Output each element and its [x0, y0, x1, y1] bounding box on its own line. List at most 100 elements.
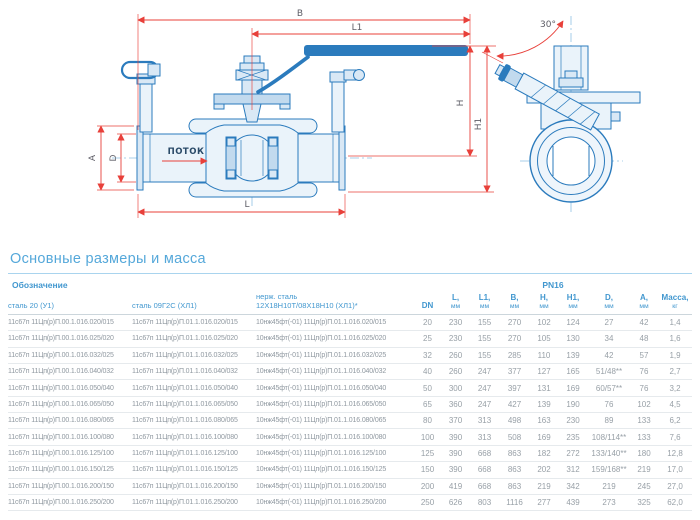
- column-header-a: A, мм: [639, 292, 649, 310]
- d-mm-cell: 108/114**: [591, 432, 627, 442]
- table-row: 11с67п 11Цп(р)П.00.1.016.025/020 11с67п 1…: [8, 331, 692, 348]
- dim-label-l1: L1: [352, 23, 363, 33]
- designation-steel09g2s-cell: 11с67п 11Цп(р)П.01.1.016.050/040: [132, 384, 238, 392]
- d-mm-cell: 219: [602, 481, 616, 491]
- designation-steel20-cell: 11с67п 11Цп(р)П.00.1.016.040/032: [8, 368, 114, 376]
- valve-end-view: [494, 16, 641, 212]
- seat-left: [225, 136, 237, 180]
- table-row: 11с67п 11Цп(р)П.00.1.016.200/150 11с67п 1…: [8, 479, 692, 496]
- l-mm-cell: 230: [448, 334, 463, 344]
- dn-cell: 50: [423, 383, 432, 393]
- b-mm-cell: 427: [507, 399, 522, 409]
- table-row: 11с67п 11Цп(р)П.00.1.016.125/100 11с67п 1…: [8, 446, 692, 463]
- handle-grip-side: [304, 45, 468, 56]
- designation-stainless-cell: 10нж45фт(-01) 11Цп(р)П.01.1.016.100/080: [256, 433, 387, 441]
- designation-steel09g2s-cell: 11с67п 11Цп(р)П.01.1.016.040/032: [132, 368, 238, 376]
- b-mm-cell: 863: [507, 481, 522, 491]
- designation-stainless-cell: 10нж45фт(-01) 11Цп(р)П.01.1.016.025/020: [256, 335, 387, 343]
- b-mm-cell: 377: [507, 367, 522, 377]
- table-row: 11с67п 11Цп(р)П.00.1.016.020/015 11с67п 1…: [8, 315, 692, 332]
- h1-mm-cell: 124: [566, 317, 580, 327]
- dn-cell: 125: [420, 449, 435, 459]
- flow-label: ПОТОК: [168, 147, 205, 157]
- table-row: 11с67п 11Цп(р)П.00.1.016.100/080 11с67п 1…: [8, 429, 692, 446]
- l1-mm-cell: 155: [477, 350, 492, 360]
- h-mm-cell: 219: [537, 481, 551, 491]
- l1-mm-cell: 247: [477, 383, 492, 393]
- h1-mm-cell: 342: [566, 481, 580, 491]
- designation-steel20-cell: 11с67п 11Цп(р)П.00.1.016.032/025: [8, 351, 114, 359]
- weld-end-right: [338, 125, 346, 191]
- designation-steel20-cell: 11с67п 11Цп(р)П.00.1.016.050/040: [8, 384, 114, 392]
- dn-cell: 250: [420, 498, 435, 508]
- h1-mm-cell: 235: [566, 432, 580, 442]
- designation-steel20-cell: 11с67п 11Цп(р)П.00.1.016.100/080: [8, 433, 114, 441]
- table-body: 11с67п 11Цп(р)П.00.1.016.020/015 11с67п 1…: [8, 315, 692, 512]
- mass-kg-cell: 12,8: [667, 449, 683, 459]
- b-mm-cell: 270: [507, 317, 522, 327]
- h-mm-cell: 277: [537, 498, 551, 508]
- table-row: 11с67п 11Цп(р)П.00.1.016.150/125 11с67п 1…: [8, 462, 692, 479]
- b-mm-cell: 863: [507, 449, 522, 459]
- vent-fitting-left: [120, 60, 161, 133]
- l1-mm-cell: 247: [477, 367, 492, 377]
- dimension-lines: B L1 H H1 A D L ПОТОК 30°: [88, 9, 564, 218]
- designation-steel09g2s-cell: 11с67п 11Цп(р)П.01.1.016.250/200: [132, 499, 238, 507]
- column-header-h1: H1, мм: [566, 292, 580, 310]
- d-mm-cell: 159/168**: [591, 465, 627, 475]
- designation-stainless-cell: 10нж45фт(-01) 11Цп(р)П.01.1.016.040/032: [256, 368, 387, 376]
- column-header-steel20: сталь 20 (У1): [8, 301, 54, 311]
- h1-mm-cell: 272: [566, 449, 580, 459]
- column-header-l1: L1, мм: [478, 292, 491, 310]
- a-mm-cell: 133: [637, 432, 651, 442]
- seat-right: [267, 136, 279, 180]
- h-mm-cell: 163: [537, 416, 551, 426]
- d-mm-cell: 76: [604, 399, 614, 409]
- l1-mm-cell: 247: [477, 399, 492, 409]
- h-mm-cell: 110: [537, 350, 551, 360]
- l-mm-cell: 230: [448, 317, 463, 327]
- dn-cell: 32: [423, 350, 432, 360]
- a-mm-cell: 42: [639, 317, 649, 327]
- l1-mm-cell: 313: [477, 432, 492, 442]
- h-mm-cell: 169: [537, 432, 551, 442]
- mass-kg-cell: 17,0: [667, 465, 683, 475]
- h1-mm-cell: 190: [566, 399, 580, 409]
- bore: [546, 136, 596, 186]
- designation-steel20-cell: 11с67п 11Цп(р)П.00.1.016.025/020: [8, 335, 114, 343]
- table-row: 11с67п 11Цп(р)П.00.1.016.080/065 11с67п 1…: [8, 413, 692, 430]
- designation-steel09g2s-cell: 11с67п 11Цп(р)П.01.1.016.032/025: [132, 351, 238, 359]
- l1-mm-cell: 668: [477, 449, 492, 459]
- b-mm-cell: 498: [507, 416, 522, 426]
- vent-fitting-right: [329, 69, 365, 133]
- a-mm-cell: 133: [637, 416, 651, 426]
- l-mm-cell: 300: [448, 383, 463, 393]
- h-mm-cell: 202: [537, 465, 551, 475]
- table-header-groups: Обозначение PN16: [8, 277, 692, 292]
- mass-kg-cell: 6,2: [669, 416, 681, 426]
- h1-mm-cell: 230: [566, 416, 580, 426]
- mass-kg-cell: 1,4: [669, 317, 681, 327]
- designation-steel09g2s-cell: 11с67п 11Цп(р)П.01.1.016.065/050: [132, 400, 238, 408]
- column-header-l: L, мм: [450, 292, 461, 310]
- technical-drawing: B L1 H H1 A D L ПОТОК 30°: [0, 0, 700, 248]
- h-mm-cell: 131: [537, 383, 551, 393]
- l-mm-cell: 260: [448, 367, 463, 377]
- dim-label-a: A: [88, 154, 98, 161]
- table-row: 11с67п 11Цп(р)П.00.1.016.050/040 11с67п 1…: [8, 380, 692, 397]
- l1-mm-cell: 803: [477, 498, 492, 508]
- table-row: 11с67п 11Цп(р)П.00.1.016.032/025 11с67п 1…: [8, 348, 692, 364]
- h-mm-cell: 127: [537, 367, 551, 377]
- title-rule: [8, 273, 692, 274]
- l-mm-cell: 419: [448, 481, 463, 491]
- h-mm-cell: 102: [537, 317, 551, 327]
- l1-mm-cell: 668: [477, 481, 492, 491]
- table-column-headers: сталь 20 (У1) сталь 09Г2С (ХЛ1) нерж. ст…: [8, 292, 692, 315]
- l1-mm-cell: 313: [477, 416, 492, 426]
- column-header-b: B, мм: [509, 292, 520, 310]
- l1-mm-cell: 155: [477, 317, 492, 327]
- designation-stainless-cell: 10нж45фт(-01) 11Цп(р)П.01.1.016.032/025: [256, 351, 387, 359]
- valve-drawing-svg: B L1 H H1 A D L ПОТОК 30°: [88, 9, 641, 218]
- designation-stainless-cell: 10нж45фт(-01) 11Цп(р)П.01.1.016.050/040: [256, 384, 387, 392]
- h1-mm-cell: 139: [566, 350, 580, 360]
